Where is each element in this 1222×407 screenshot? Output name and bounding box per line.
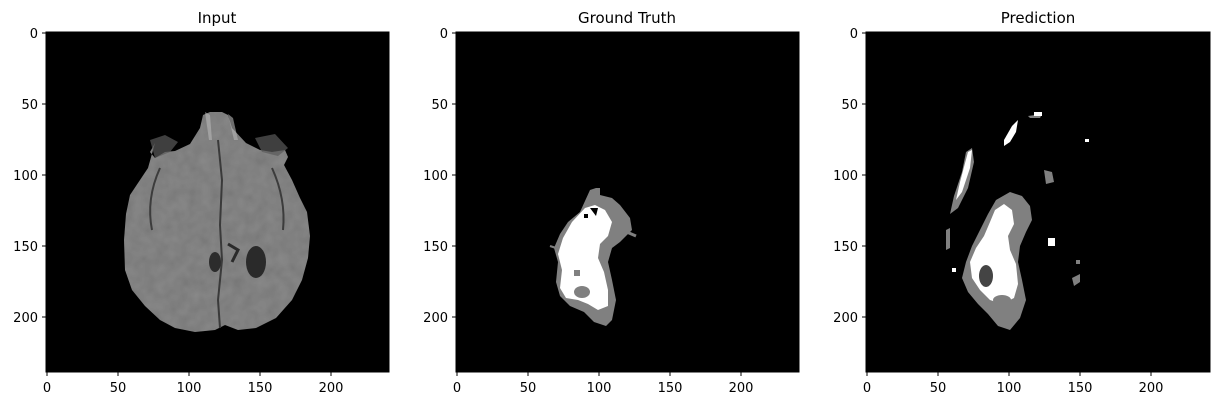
- axes-frame: [455, 31, 800, 373]
- y-tick-label: 100: [833, 169, 858, 184]
- y-tick-label: 200: [833, 311, 858, 326]
- x-tick-label: 0: [453, 381, 461, 396]
- x-tick-label: 50: [520, 381, 537, 396]
- x-axis: 0 50 100 150 200: [863, 372, 1164, 396]
- image-background: [866, 32, 1210, 372]
- x-tick-label: 50: [110, 381, 127, 396]
- lesion-dark-left: [209, 252, 221, 272]
- lesion-dark-right: [246, 246, 266, 278]
- x-tick-label: 100: [177, 381, 202, 396]
- x-tick-label: 100: [587, 381, 612, 396]
- ground-truth-mask: [549, 188, 637, 326]
- y-tick-label: 150: [833, 240, 858, 255]
- y-tick-label: 100: [423, 169, 448, 184]
- x-tick-label: 0: [43, 381, 51, 396]
- panel-input: Input 0: [13, 9, 390, 396]
- y-tick-label: 0: [850, 27, 858, 42]
- y-tick-label: 150: [423, 240, 448, 255]
- x-axis: 0 50 100 150 200: [453, 372, 754, 396]
- y-tick-label: 200: [423, 311, 448, 326]
- y-tick-label: 100: [13, 169, 38, 184]
- y-axis: 0 50 100 150 200: [13, 27, 46, 326]
- y-tick-label: 150: [13, 240, 38, 255]
- y-tick-label: 50: [431, 98, 448, 113]
- panel-title-input: Input: [198, 9, 237, 27]
- image-background: [456, 32, 799, 372]
- panel-ground-truth: Ground Truth 0: [423, 9, 800, 396]
- x-tick-label: 200: [1139, 381, 1164, 396]
- y-axis: 0 50 100 150 200: [423, 27, 456, 326]
- y-tick-label: 200: [13, 311, 38, 326]
- x-tick-label: 200: [729, 381, 754, 396]
- y-tick-label: 50: [841, 98, 858, 113]
- panel-title-prediction: Prediction: [1001, 9, 1076, 27]
- x-tick-label: 0: [863, 381, 871, 396]
- x-tick-label: 150: [248, 381, 273, 396]
- x-tick-label: 50: [930, 381, 947, 396]
- y-tick-label: 0: [440, 27, 448, 42]
- x-tick-label: 100: [997, 381, 1022, 396]
- x-tick-label: 150: [658, 381, 683, 396]
- axes-frame: [865, 31, 1211, 373]
- brain-mri-image: [124, 112, 310, 332]
- axes-frame: [45, 31, 390, 373]
- y-axis: 0 50 100 150 200: [833, 27, 866, 326]
- prediction-mask: [946, 112, 1089, 330]
- x-tick-label: 150: [1068, 381, 1093, 396]
- panel-title-ground-truth: Ground Truth: [578, 9, 676, 27]
- y-tick-label: 0: [30, 27, 38, 42]
- x-axis: 0 50 100 150 200: [43, 372, 344, 396]
- x-tick-label: 200: [319, 381, 344, 396]
- y-tick-label: 50: [21, 98, 38, 113]
- panel-prediction: Prediction: [833, 9, 1211, 396]
